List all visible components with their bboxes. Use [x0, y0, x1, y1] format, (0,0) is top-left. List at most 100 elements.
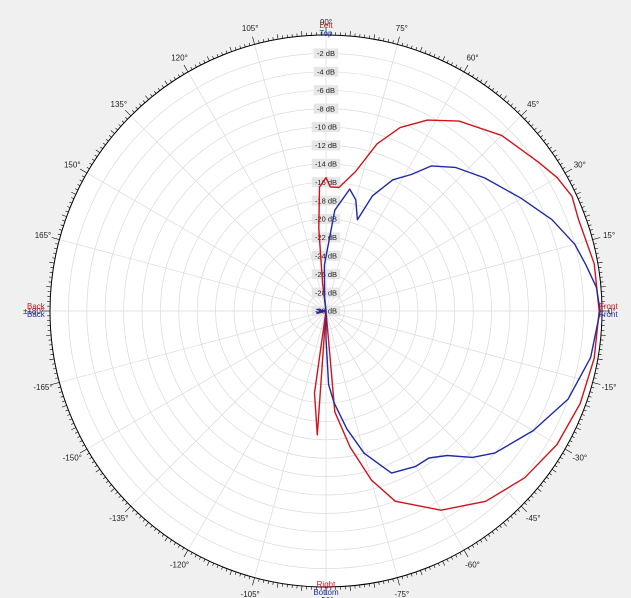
angle-tick-mark — [70, 422, 74, 425]
angle-tick-mark — [424, 568, 427, 572]
angle-tick-mark — [373, 34, 376, 40]
angle-tick-mark — [91, 158, 95, 161]
grid-spoke — [254, 44, 327, 312]
angle-tick-mark — [272, 581, 274, 585]
direction-right-red-label: Front — [599, 302, 618, 311]
angle-tick-mark — [378, 581, 380, 585]
angle-tick-mark — [61, 405, 67, 408]
angle-tick-mark — [77, 436, 81, 438]
angle-tick-mark — [593, 377, 597, 379]
angle-tick-mark — [559, 162, 563, 165]
angle-tick-mark — [520, 505, 528, 513]
angle-tick-mark — [229, 570, 232, 576]
angle-tick-mark — [433, 54, 436, 58]
angle-tick-mark — [530, 124, 534, 127]
angle-tick-label: 15° — [603, 231, 615, 240]
angle-tick-mark — [551, 149, 557, 153]
angle-tick-mark — [455, 64, 458, 68]
angle-tick-mark — [60, 224, 64, 226]
angle-tick-mark — [373, 582, 376, 588]
angle-tick-mark — [476, 76, 479, 80]
angle-tick-mark — [108, 484, 112, 487]
angle-tick-mark — [378, 37, 380, 41]
angle-tick-mark — [437, 563, 440, 567]
grid-spoke — [325, 44, 398, 312]
angle-tick-mark — [415, 571, 418, 575]
angle-tick-mark — [225, 50, 228, 54]
angle-tick-mark — [131, 110, 135, 113]
angle-tick-mark — [484, 80, 488, 86]
angle-tick-mark — [495, 528, 499, 532]
angle-tick-mark — [463, 64, 469, 73]
angle-tick-mark — [596, 257, 600, 259]
angle-tick-mark — [480, 539, 483, 543]
angle-tick-mark — [94, 465, 98, 468]
angle-tick-mark — [534, 491, 537, 495]
angle-tick-mark — [549, 146, 552, 150]
angle-tick-mark — [576, 427, 581, 431]
angle-tick-mark — [499, 93, 502, 97]
angle-tick-mark — [567, 175, 571, 178]
angle-tick-mark — [157, 88, 161, 91]
grid-spoke — [130, 115, 327, 312]
angle-tick-mark — [567, 444, 571, 447]
grid-spoke — [86, 310, 327, 450]
angle-tick-mark — [183, 64, 189, 73]
angle-tick-mark — [530, 495, 534, 498]
angle-tick-mark — [212, 55, 215, 59]
angle-tick-mark — [94, 154, 98, 157]
grid-spoke — [325, 71, 465, 312]
angle-tick-mark — [131, 509, 135, 512]
angle-tick-mark — [206, 561, 210, 566]
angle-tick-mark — [173, 542, 176, 546]
angle-tick-mark — [585, 214, 591, 217]
angle-tick-mark — [239, 573, 241, 577]
angle-tick-mark — [225, 568, 228, 572]
angle-tick-mark — [164, 80, 168, 86]
angle-tick-label: -15° — [602, 383, 617, 392]
db-tick-label: -8 dB — [317, 104, 335, 113]
db-label-box — [311, 214, 341, 224]
angle-tick-mark — [569, 179, 573, 182]
angle-tick-mark — [551, 469, 557, 473]
angle-tick-mark — [537, 130, 542, 134]
angle-tick-mark — [546, 476, 549, 480]
grid-spoke — [325, 310, 566, 450]
angle-tick-mark — [564, 448, 573, 454]
angle-tick-mark — [91, 461, 95, 464]
angle-tick-mark — [491, 531, 495, 534]
angle-tick-mark — [79, 179, 83, 182]
angle-tick-mark — [110, 488, 115, 492]
db-label-box — [311, 269, 341, 280]
angle-tick-mark — [57, 386, 61, 389]
angle-tick-mark — [150, 525, 153, 529]
angle-tick-mark — [499, 525, 502, 529]
angle-tick-mark — [86, 452, 90, 455]
grid-spoke — [254, 310, 327, 578]
angle-tick-mark — [71, 427, 76, 431]
angle-tick-mark — [169, 539, 172, 543]
angle-tick-mark — [446, 60, 449, 64]
series-blue-line — [316, 165, 601, 474]
angle-tick-mark — [142, 100, 146, 103]
angle-tick-mark — [463, 549, 469, 558]
direction-bottom-red-label: Right — [317, 580, 336, 589]
angle-tick-mark — [103, 142, 106, 146]
angle-tick-label: 60° — [466, 53, 478, 62]
angle-tick-mark — [194, 554, 197, 558]
angle-tick-mark — [252, 577, 255, 586]
grid-spoke — [325, 310, 398, 578]
angle-tick-mark — [597, 261, 603, 264]
angle-tick-mark — [95, 469, 101, 473]
angle-tick-mark — [173, 76, 176, 80]
angle-tick-mark — [506, 519, 510, 522]
angle-tick-mark — [221, 566, 223, 570]
angle-tick-mark — [135, 106, 138, 110]
angle-tick-mark — [169, 79, 172, 83]
angle-tick-mark — [54, 247, 58, 250]
db-label-box — [311, 122, 341, 132]
angle-tick-mark — [177, 544, 180, 548]
angle-tick-mark — [383, 580, 385, 584]
angle-tick-mark — [145, 522, 149, 527]
angle-tick-mark — [51, 237, 60, 240]
